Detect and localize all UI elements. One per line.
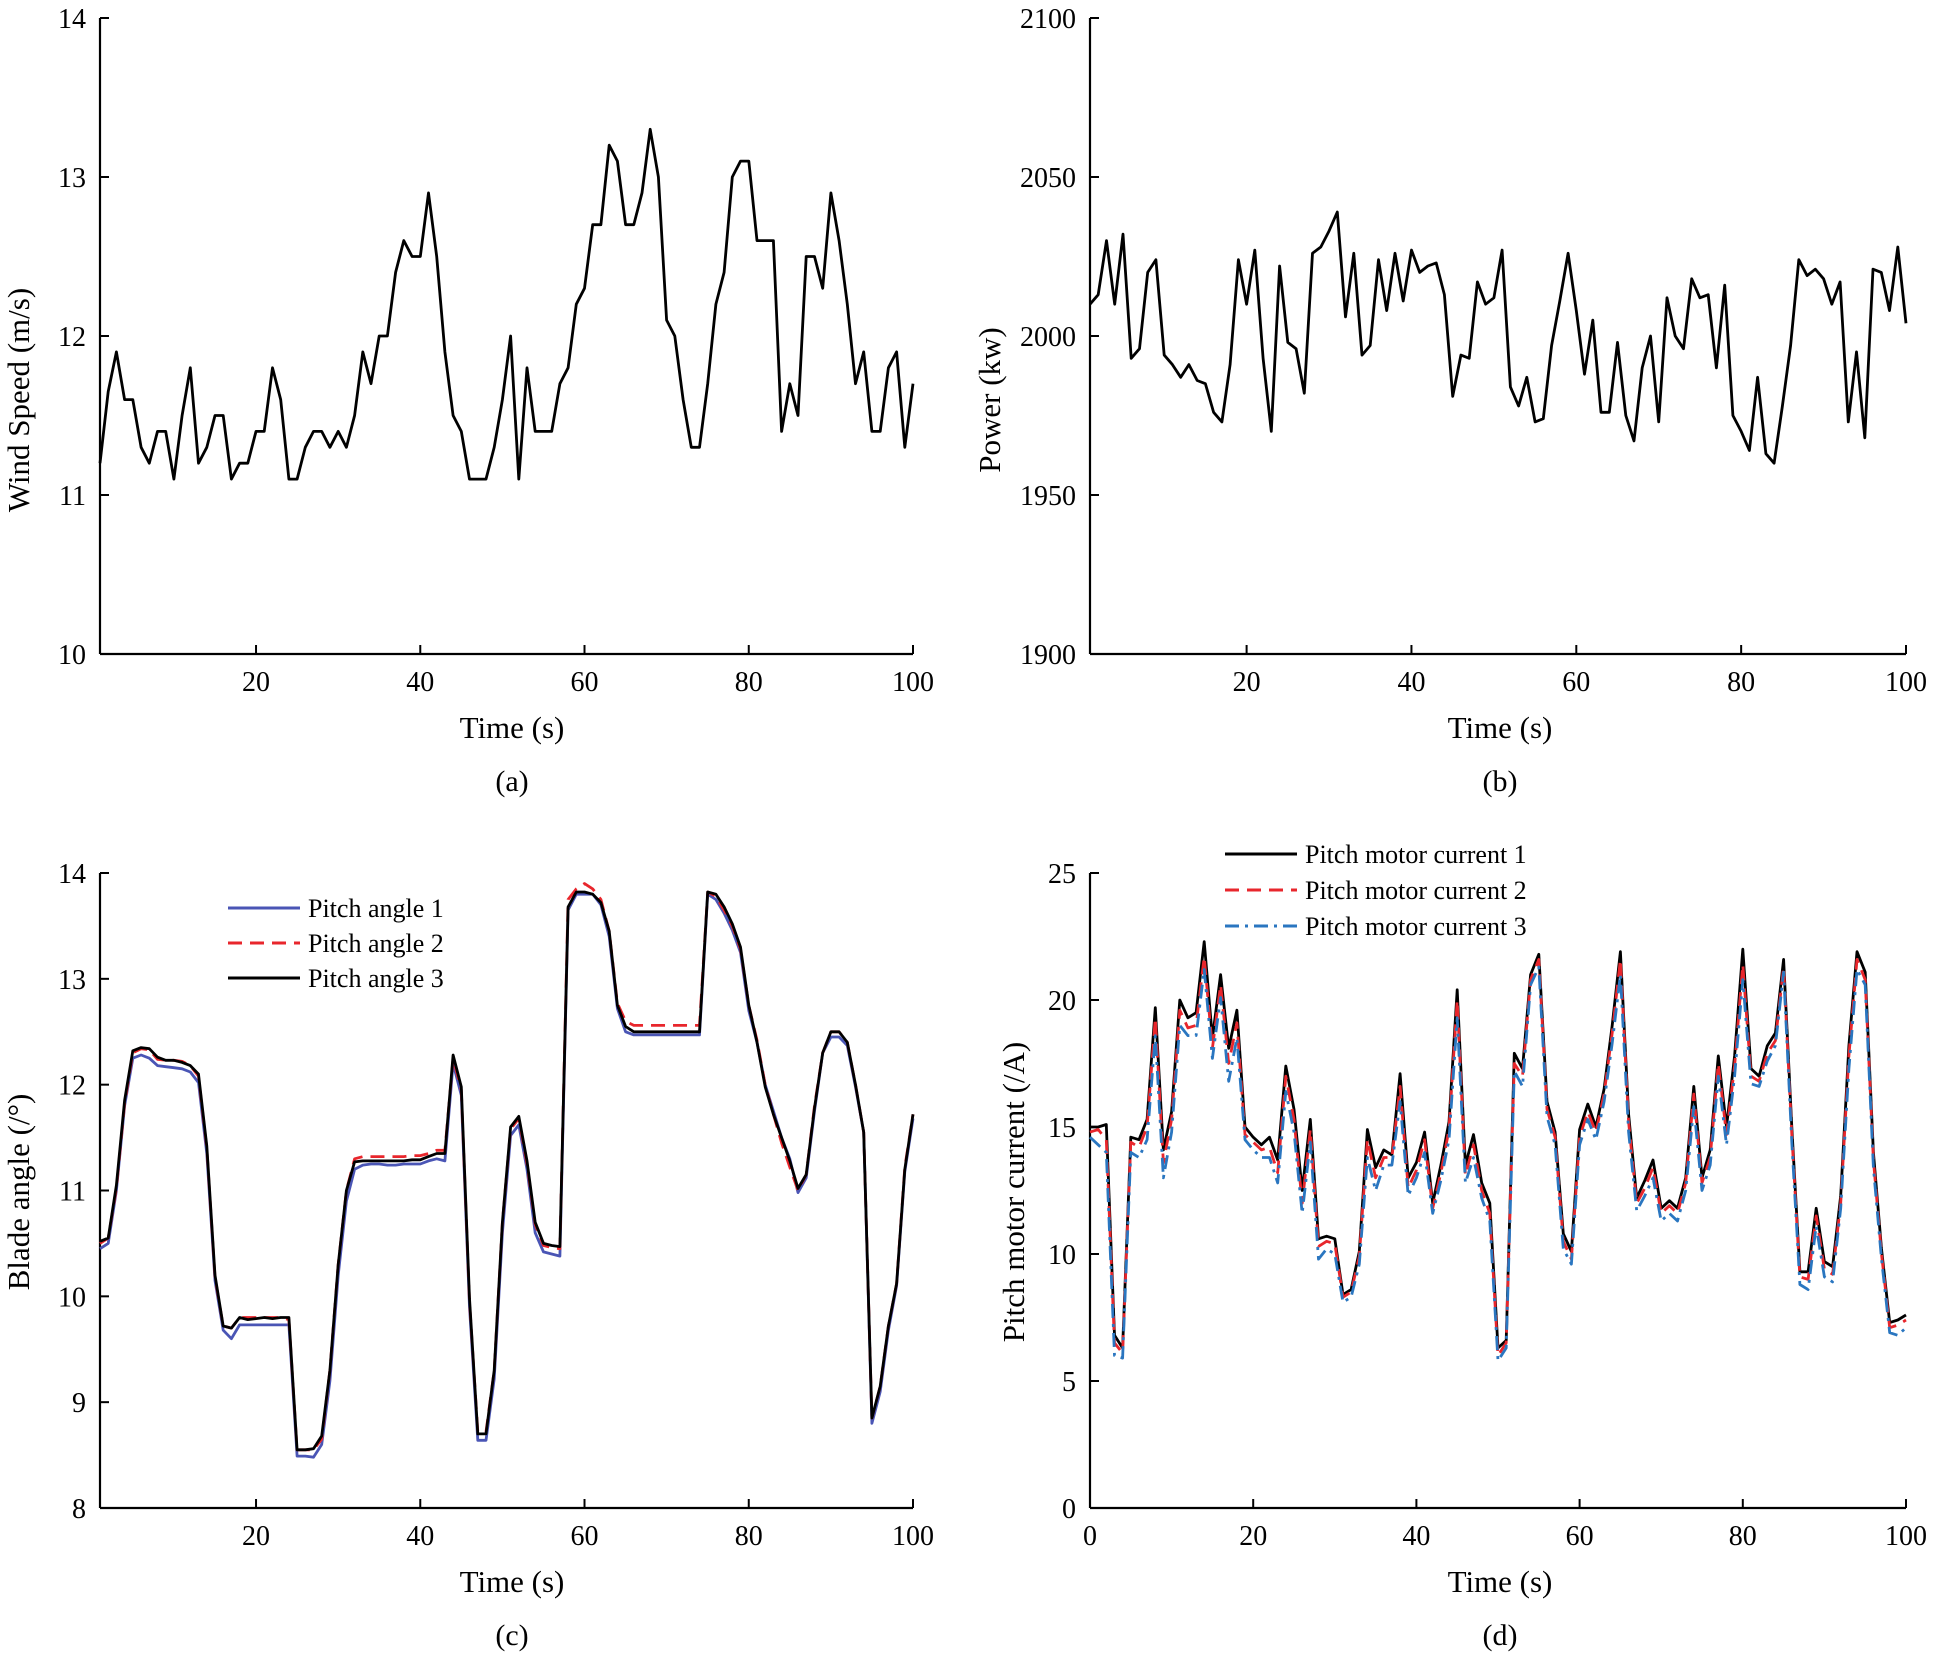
panel-c-y-tick-label: 10 <box>58 1282 86 1313</box>
panel-d-x-tick-label: 80 <box>1729 1521 1757 1552</box>
panel-a-y-tick-label: 14 <box>58 4 86 35</box>
panel-d-x-tick-label: 0 <box>1083 1521 1097 1552</box>
panel-b-ylabel: Power (kw) <box>972 327 1007 473</box>
panel-a-y-tick-label: 10 <box>58 640 86 671</box>
panel-c-y-tick-label: 12 <box>58 1071 86 1102</box>
panel-a-x-tick-label: 100 <box>892 667 934 698</box>
panel-a: 20 40 60 80 100 10 11 12 13 14 Time (s) Wind Spee… <box>1 4 934 798</box>
panel-c-x-tick-label: 100 <box>892 1521 934 1552</box>
panel-d-series-1-line <box>1090 940 1907 1350</box>
panel-d-y-tick-label: 25 <box>1048 859 1076 890</box>
panel-b-y-tick-label: 2000 <box>1020 322 1076 353</box>
legend-label: Pitch motor current 3 <box>1305 912 1527 941</box>
panel-a-y-tick-label: 11 <box>59 481 86 512</box>
panel-d-plot: 0 20 40 60 80 100 0 5 10 15 20 25 Pitch motor curren… <box>1048 840 1927 1552</box>
panel-a-x-tick-label: 20 <box>242 667 270 698</box>
panel-a-y-tick-label: 13 <box>58 163 86 194</box>
legend-label: Pitch angle 1 <box>308 894 444 923</box>
panel-c-x-tick-label: 40 <box>406 1521 434 1552</box>
panel-d-y-tick-label: 10 <box>1048 1240 1076 1271</box>
panel-d-x-tick-label: 40 <box>1402 1521 1430 1552</box>
panel-b-y-tick-label: 2050 <box>1020 163 1076 194</box>
panel-b-y-tick-label: 1950 <box>1020 481 1076 512</box>
panel-c-legend: Pitch angle 1 Pitch angle 2 Pitch angle 3 <box>228 894 444 993</box>
panel-d-ylabel: Pitch motor current (/A) <box>996 1042 1031 1342</box>
panel-d-legend: Pitch motor current 1 Pitch motor current… <box>1225 840 1527 941</box>
panel-b-x-tick-label: 80 <box>1727 667 1755 698</box>
panel-d-y-tick-label: 0 <box>1062 1494 1076 1525</box>
panel-d-y-tick-label: 20 <box>1048 986 1076 1017</box>
legend-label: Pitch motor current 1 <box>1305 840 1527 869</box>
panel-a-x-tick-label: 60 <box>571 667 599 698</box>
panel-c-x-tick-label: 20 <box>242 1521 270 1552</box>
panel-d: 0 20 40 60 80 100 0 5 10 15 20 25 Pitch motor curren… <box>996 840 1927 1652</box>
panel-a-ylabel: Wind Speed (m/s) <box>1 288 36 512</box>
panel-d-xlabel: Time (s) <box>1448 1564 1553 1599</box>
panel-d-y-tick-label: 15 <box>1048 1113 1076 1144</box>
legend-label: Pitch motor current 2 <box>1305 876 1527 905</box>
panel-b-xlabel: Time (s) <box>1448 710 1553 745</box>
panel-d-x-tick-label: 60 <box>1566 1521 1594 1552</box>
panel-a-y-tick-label: 12 <box>58 322 86 353</box>
panel-c-y-tick-label: 14 <box>58 859 86 890</box>
panel-d-x-tick-label: 20 <box>1239 1521 1267 1552</box>
panel-b-x-tick-label: 40 <box>1397 667 1425 698</box>
panel-b-y-tick-label: 2100 <box>1020 4 1076 35</box>
panel-d-x-tick-label: 100 <box>1885 1521 1927 1552</box>
panel-b: 20 40 60 80 100 1900 1950 2000 2050 2100 Time (s)… <box>972 4 1927 798</box>
panel-a-plot: 20 40 60 80 100 10 11 12 13 14 <box>58 4 934 698</box>
panel-d-series-2-line <box>1089 955 1907 1357</box>
panel-c-x-tick-label: 60 <box>571 1521 599 1552</box>
legend-label: Pitch angle 2 <box>308 929 444 958</box>
panel-c-xlabel: Time (s) <box>460 1564 565 1599</box>
panel-c-y-tick-label: 13 <box>58 965 86 996</box>
panel-d-caption: (d) <box>1483 1619 1518 1652</box>
panel-a-caption: (a) <box>495 765 528 798</box>
panel-a-series-1-line <box>98 127 915 481</box>
panel-c-y-tick-label: 9 <box>72 1388 86 1419</box>
panel-b-series-1-line <box>1088 210 1908 465</box>
panel-c-x-tick-label: 80 <box>735 1521 763 1552</box>
panel-a-xlabel: Time (s) <box>460 710 565 745</box>
panel-a-x-tick-label: 80 <box>735 667 763 698</box>
panel-b-y-tick-label: 1900 <box>1020 640 1076 671</box>
panel-c-caption: (c) <box>495 1619 528 1652</box>
panel-b-x-tick-label: 60 <box>1562 667 1590 698</box>
panel-b-plot: 20 40 60 80 100 1900 1950 2000 2050 2100 <box>1020 4 1927 698</box>
panel-c-series-3-line <box>99 890 915 1452</box>
panel-b-caption: (b) <box>1483 765 1518 798</box>
panel-c-y-tick-label: 11 <box>59 1177 86 1208</box>
panel-a-x-tick-label: 40 <box>406 667 434 698</box>
panel-d-series-3-line <box>1089 965 1907 1363</box>
panel-b-x-tick-label: 100 <box>1885 667 1927 698</box>
panel-b-x-tick-label: 20 <box>1233 667 1261 698</box>
panel-c-y-tick-label: 8 <box>72 1494 86 1525</box>
panel-c-ylabel: Blade angle (/°) <box>1 1094 36 1291</box>
panel-d-y-tick-label: 5 <box>1062 1367 1076 1398</box>
legend-label: Pitch angle 3 <box>308 964 444 993</box>
